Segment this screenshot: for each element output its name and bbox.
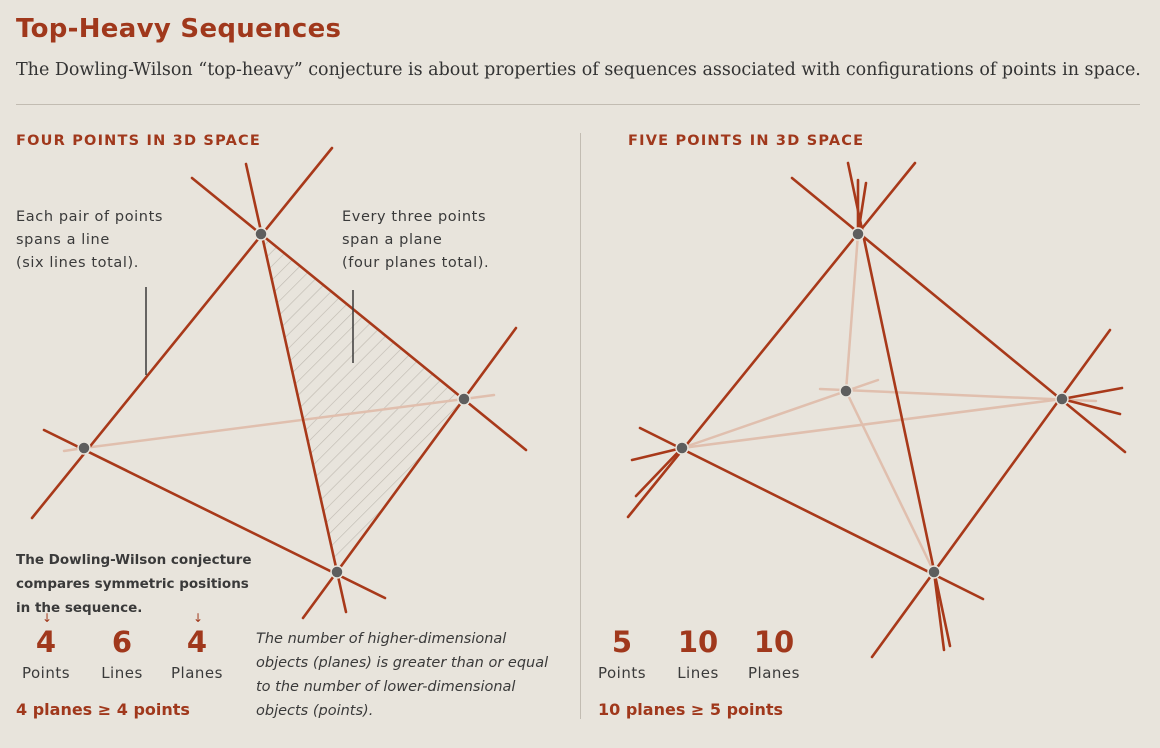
line-ab (626, 161, 917, 519)
line-bd (790, 176, 1127, 454)
extra-line (1060, 397, 1122, 416)
point-node (675, 441, 689, 455)
point-node (254, 227, 268, 241)
left-section-label: FOUR POINTS IN 3D SPACE (16, 133, 261, 149)
right-diagram (626, 161, 1127, 659)
right-section-label: FIVE POINTS IN 3D SPACE (628, 133, 865, 149)
stat-label: Planes (748, 664, 800, 682)
extra-line (1060, 386, 1124, 401)
faint-line (818, 387, 1098, 403)
stat-label: Lines (101, 664, 143, 682)
page-subtitle: The Dowling-Wilson “top-heavy” conjectur… (16, 60, 1141, 80)
stat-value: 6 (111, 625, 133, 659)
stat-value: 10 (677, 625, 719, 659)
stat-value: 5 (611, 625, 633, 659)
plane-note: Every three points span a plane (four pl… (342, 209, 490, 271)
header-divider (16, 104, 1140, 105)
extra-line (634, 446, 684, 498)
extra-line (856, 181, 868, 236)
arrow-down-icon: ↓ (42, 611, 53, 625)
line-bd (190, 176, 528, 452)
panel-divider (580, 133, 581, 719)
stat-value: 4 (186, 625, 208, 659)
line-ab (30, 146, 334, 520)
stat-label: Points (597, 664, 647, 682)
right-inequality: 10 planes ≥ 5 points (598, 700, 784, 719)
stat-planes: 4 Planes (164, 622, 230, 682)
stat-points: 4 Points (16, 622, 76, 682)
point-node (457, 392, 471, 406)
point-node (330, 565, 344, 579)
page-title: Top-Heavy Sequences (16, 14, 342, 44)
point-node (839, 384, 853, 398)
hatched-plane (261, 234, 464, 572)
stat-points: 5 Points (594, 622, 650, 682)
conjecture-note: The Dowling-Wilson conjecture compares s… (16, 552, 252, 616)
line-note: Each pair of points spans a line (six li… (16, 209, 164, 271)
line-ac (638, 426, 985, 601)
arrow-down-icon: ↓ (193, 611, 204, 625)
faint-line (680, 397, 1064, 450)
point-node (77, 441, 91, 455)
left-inequality: 4 planes ≥ 4 points (16, 700, 190, 719)
extra-line (932, 570, 946, 652)
left-diagram (30, 146, 528, 620)
line-ac (42, 428, 387, 600)
faint-line (844, 232, 860, 393)
stat-value: 10 (753, 625, 795, 659)
line-cd (870, 328, 1112, 659)
stat-planes: 10 Planes (742, 622, 806, 682)
italic-note: The number of higher-dimensional objects… (256, 631, 549, 719)
point-node (1055, 392, 1069, 406)
stat-lines: 10 Lines (668, 622, 728, 682)
faint-line (844, 389, 936, 574)
point-node (851, 227, 865, 241)
point-node (927, 565, 941, 579)
faint-line (82, 397, 466, 450)
stat-lines: 6 Lines (92, 622, 152, 682)
stat-label: Points (21, 664, 71, 682)
stat-label: Planes (171, 664, 223, 682)
stat-value: 4 (35, 625, 57, 659)
stat-label: Lines (677, 664, 719, 682)
extra-line (630, 446, 684, 462)
